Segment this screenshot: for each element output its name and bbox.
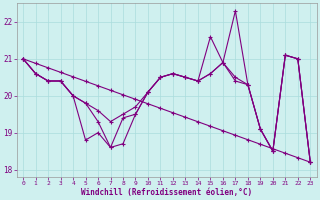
X-axis label: Windchill (Refroidissement éolien,°C): Windchill (Refroidissement éolien,°C) xyxy=(81,188,252,197)
